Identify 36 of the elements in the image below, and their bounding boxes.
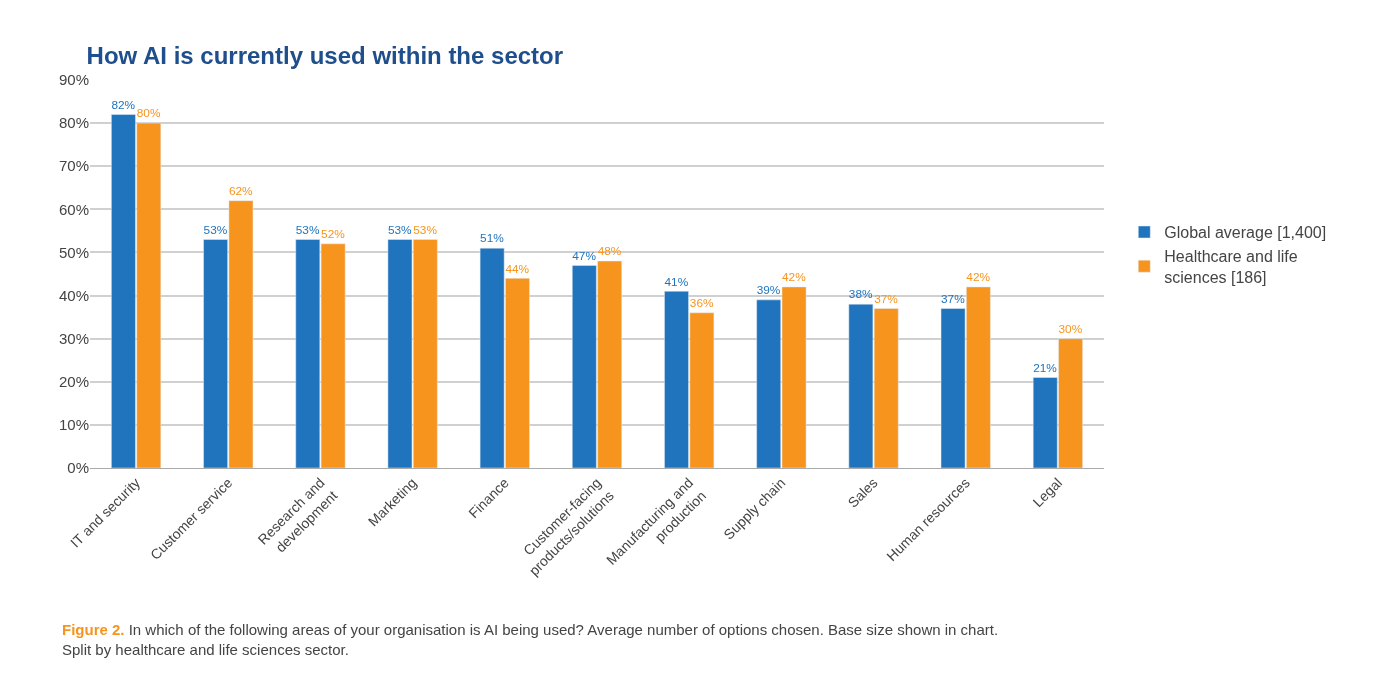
data-label: 53% [203,222,228,237]
y-tick-label: 60% [58,200,89,218]
chart-title: How AI is currently used within the sector [86,42,564,70]
data-label: 80% [136,106,161,121]
y-tick-label: 50% [58,243,89,261]
legend-label: Healthcare and life sciences [186] [1164,248,1298,286]
data-label: 48% [597,244,622,259]
data-label: 37% [874,291,899,306]
y-tick-label: 40% [58,286,89,304]
data-label: 44% [505,261,530,276]
data-label: 53% [295,222,320,237]
caption: Figure 2. [62,621,125,638]
data-label: 38% [848,287,873,302]
y-tick-label: 90% [58,71,89,89]
data-label: 53% [387,222,413,237]
data-label: 62% [228,183,254,198]
data-label: 39% [756,283,781,298]
data-label: 41% [664,274,689,289]
data-label: 30% [1058,321,1083,336]
data-label: 47% [572,248,597,263]
y-tick-label: 30% [58,329,89,347]
data-label: 82% [111,97,136,112]
y-tick-label: 10% [58,416,89,434]
data-label: 51% [480,231,505,246]
data-label: 21% [1033,360,1058,375]
y-tick-label: 20% [58,373,89,391]
y-tick-label: 0% [67,459,89,477]
data-label: 52% [321,227,346,242]
data-label: 36% [689,296,714,311]
y-tick-label: 80% [58,114,89,132]
legend-label: Global average [1,400] [1164,224,1327,242]
y-tick-label: 70% [58,157,89,175]
data-label: 53% [413,222,438,237]
data-label: 42% [782,270,807,285]
data-label: 37% [941,291,966,306]
data-label: 42% [966,270,991,285]
